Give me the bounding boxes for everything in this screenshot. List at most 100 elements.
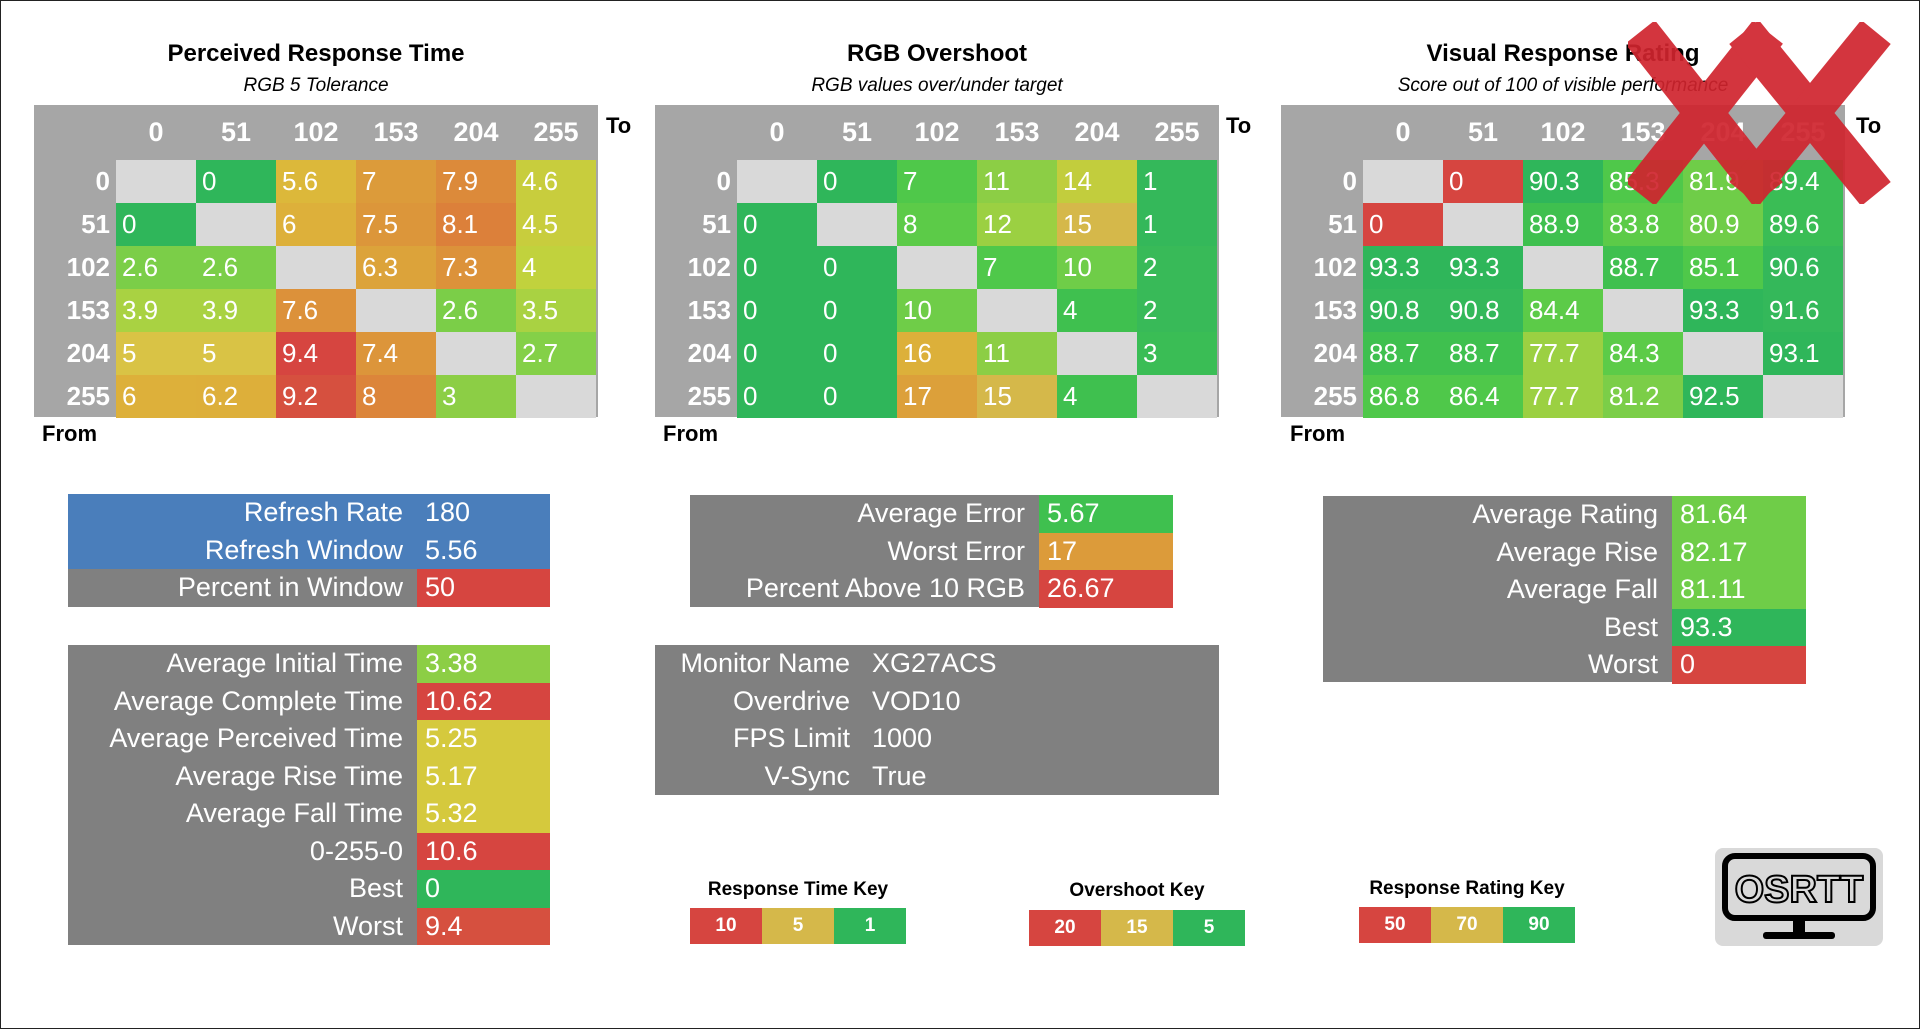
heatmap-cell: 86.8 [1363,375,1443,418]
stat-label: Average Fall Time [185,798,403,828]
heatmap-cell: 81.2 [1603,375,1683,418]
monitor-info-box: Monitor Name XG27ACS Overdrive VOD10 FPS Lim… [655,645,1219,795]
diagonal-cell [1683,332,1763,375]
key-swatch: 5 [1173,910,1245,946]
diagonal-cell [1603,289,1683,332]
row-header: 255 [66,381,110,411]
heatmap-cell: 4 [1057,375,1137,418]
matrix-title: Perceived Response Time [167,40,465,67]
heatmap-cell: 90.8 [1443,289,1523,332]
heatmap-cell: 88.7 [1363,332,1443,375]
stat-row: V-Sync True [655,758,1219,796]
stat-label: Best [348,873,403,903]
heatmap-cell: 10 [1057,246,1137,289]
column-header: 102 [293,117,339,147]
heatmap-cell: 3.9 [196,289,276,332]
row-header: 153 [66,295,110,325]
stat-value: 93.3 [1672,608,1806,646]
stat-label: Best [1603,611,1658,642]
key-swatch: 20 [1029,910,1101,946]
to-label: To [1856,113,1882,138]
stat-value: 17 [1039,532,1173,570]
stat-row: Percent Above 10 RGB 26.67 [690,570,1173,608]
heatmap-cell: 0 [817,289,897,332]
key-title: Response Time Key [707,879,889,900]
heatmap-cell: 77.7 [1523,332,1603,375]
row-header: 0 [1342,166,1357,196]
diagonal-cell [356,289,436,332]
stat-row: Percent in Window 50 [68,569,550,607]
heatmap-cell: 93.3 [1443,246,1523,289]
heatmap-cell: 93.3 [1363,246,1443,289]
column-header: 51 [841,117,873,147]
stat-label: Average Fall [1506,574,1658,604]
stat-value: 50 [417,569,550,607]
stat-row: Average Fall Time 5.32 [68,795,550,833]
time-stats-box: Average Initial Time 3.38 Average Complete… [68,645,550,945]
overshoot-matrix: 0 51 102 153 204 255 0 0 7 11 14 1 51 0 8 12 15 1 102 0 0 7 10… [655,105,1219,418]
diagonal-cell [1443,203,1523,246]
diagonal-cell [1057,332,1137,375]
stat-value: VOD10 [872,685,961,716]
column-header: 255 [1154,117,1200,147]
overshoot-key: 20 15 5 [1029,910,1245,946]
column-header: 204 [1074,117,1120,147]
stat-label: Average Perceived Time [109,723,403,753]
heatmap-cell: 7.5 [356,203,436,246]
heatmap-cell: 88.7 [1603,246,1683,289]
stat-row: Average Initial Time 3.38 [68,645,550,683]
heatmap-cell: 93.3 [1683,289,1763,332]
key-swatch: 50 [1359,907,1431,943]
stat-label: Refresh Window [204,534,403,565]
heatmap-cell: 3.5 [516,289,596,332]
heatmap-cell: 0 [817,332,897,375]
diagonal-cell [116,160,196,203]
heatmap-cell: 12 [977,203,1057,246]
stat-row: Average Perceived Time 5.25 [68,720,550,758]
key-swatch: 15 [1101,910,1173,946]
row-header: 51 [81,209,110,239]
stat-label: Overdrive [732,685,850,716]
heatmap-cell: 93.1 [1763,332,1843,375]
heatmap-cell: 4.5 [516,203,596,246]
heatmap-cell: 92.5 [1683,375,1763,418]
stat-value: True [872,760,927,791]
heatmap-cell: 3 [1137,332,1217,375]
heatmap-cell: 0 [737,375,817,418]
diagonal-cell [276,246,356,289]
heatmap-cell: 84.4 [1523,289,1603,332]
diagonal-cell [1363,160,1443,203]
row-header: 255 [687,381,731,411]
stat-value: 0 [1672,646,1806,684]
heatmap-cell: 0 [737,203,817,246]
heatmap-cell: 6 [116,375,196,418]
matrix-title: RGB Overshoot [846,40,1028,67]
heatmap-cell: 6 [276,203,356,246]
row-header: 255 [1313,381,1357,411]
stat-label: 0-255-0 [309,835,403,866]
heatmap-cell: 7.6 [276,289,356,332]
stat-value: 81.64 [1672,496,1806,534]
heatmap-cell: 5 [116,332,196,375]
heatmap-cell: 0 [817,375,897,418]
heatmap-cell: 0 [817,160,897,203]
heatmap-cell: 90.3 [1523,160,1603,203]
response-time-key: 10 5 1 [690,908,906,944]
stat-value: 180 [417,494,550,532]
stat-row: Worst 9.4 [68,907,550,945]
stat-row: 0-255-0 10.6 [68,832,550,870]
stat-row: FPS Limit 1000 [655,720,1219,758]
stat-label: Worst [1587,649,1658,679]
stat-value: 1000 [872,723,933,753]
monitor-icon: OSRTT [1722,853,1876,939]
stat-row: Average Rise Time 5.17 [68,757,550,795]
logo-text: OSRTT [1735,869,1864,911]
heatmap-cell: 4.6 [516,160,596,203]
stat-value: XG27ACS [872,648,997,678]
heatmap-cell: 4 [516,246,596,289]
stat-value: 3.38 [417,645,550,683]
heatmap-cell: 0 [737,246,817,289]
row-header: 204 [687,338,731,368]
to-label: To [606,113,632,138]
heatmap-cell: 0 [1443,160,1523,203]
